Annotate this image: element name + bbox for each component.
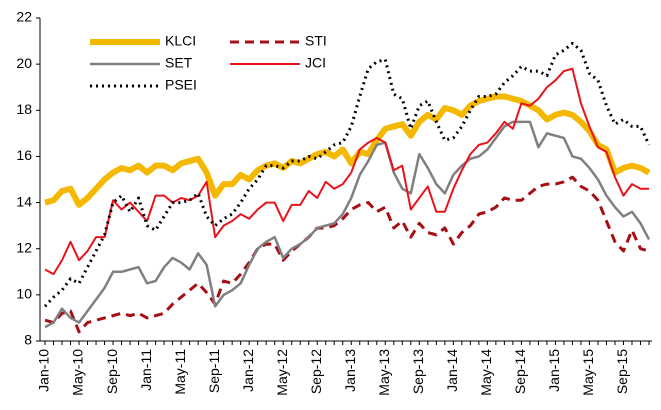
x-tick-label: May-14 [478,349,494,396]
legend-label: STI [305,33,327,49]
legend-label: PSEI [165,77,197,93]
x-tick-label: Jan-14 [444,349,460,392]
x-tick-label: May-11 [172,349,188,395]
x-tick-label: May-12 [274,349,290,396]
legend-label: SET [165,55,193,71]
x-tick-label: Sep-14 [512,349,528,394]
y-tick-label: 8 [24,332,32,348]
x-tick-label: Jan-10 [36,349,52,392]
x-tick-label: Sep-11 [206,349,222,393]
x-tick-label: May-10 [70,349,86,396]
y-tick-label: 14 [16,193,32,209]
series-line [44,93,651,208]
x-tick-label: Sep-13 [410,349,426,394]
x-tick-label: Jan-13 [342,349,358,392]
x-tick-label: Jan-15 [546,349,562,392]
y-tick-label: 16 [16,147,32,163]
y-tick-label: 12 [16,239,32,255]
x-tick-label: Sep-12 [308,349,324,394]
series-line [44,120,651,329]
series-line [44,67,649,276]
x-tick-label: May-15 [580,349,596,396]
x-tick-label: May-13 [376,349,392,396]
x-tick-label: Sep-10 [104,349,120,394]
x-tick-label: Jan-11 [138,349,154,391]
series-line [43,41,651,308]
y-tick-label: 22 [16,9,32,25]
x-tick-label: Jan-12 [240,349,256,392]
y-tick-label: 20 [16,55,32,71]
y-tick-label: 18 [16,101,32,117]
legend-label: KLCI [165,33,196,49]
legend-label: JCI [305,55,326,71]
y-tick-label: 10 [16,286,32,302]
series-line [44,175,650,334]
x-tick-label: Sep-15 [614,349,630,394]
